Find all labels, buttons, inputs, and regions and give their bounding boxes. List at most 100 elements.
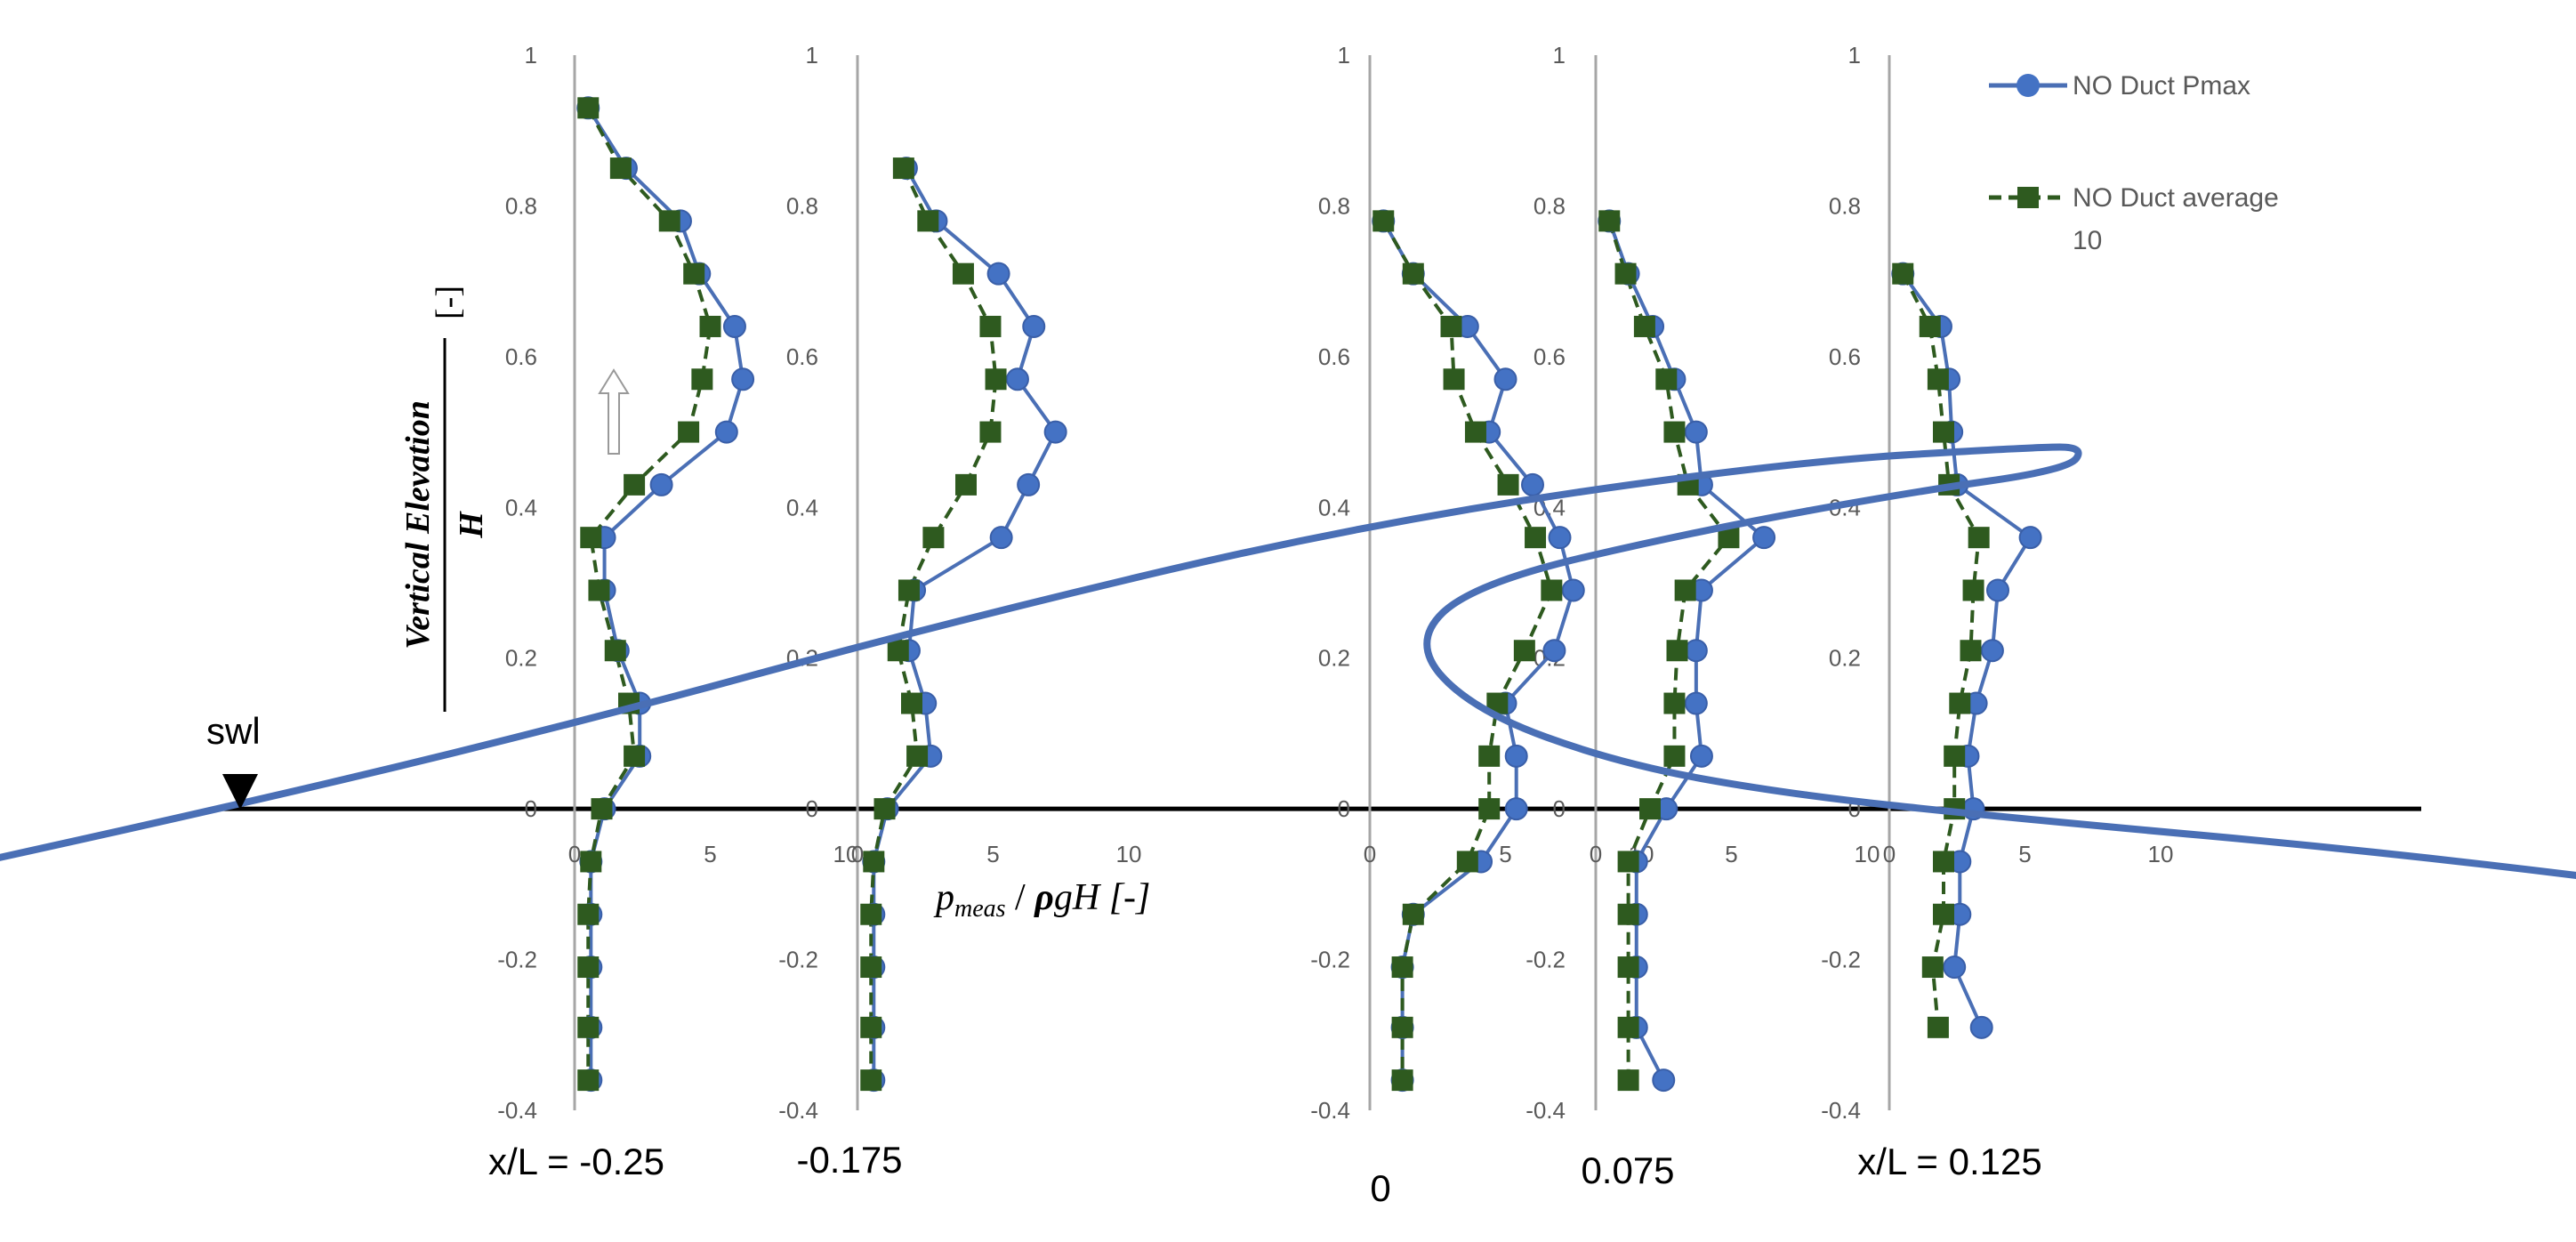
x-axis-label-sub: meas bbox=[954, 895, 1006, 923]
panel-1-avg-point bbox=[952, 262, 974, 285]
panel-4-avg-point bbox=[1962, 579, 1984, 601]
panel-4-avg-point bbox=[1927, 368, 1949, 391]
panel-3-x-tick-label: 5 bbox=[1725, 841, 1737, 867]
panel-1-pmax-point bbox=[1043, 420, 1067, 444]
panel-1-avg-point bbox=[892, 157, 914, 180]
panel-3-avg-point bbox=[1666, 640, 1688, 662]
panel-4-x-tick-label: 10 bbox=[2148, 841, 2174, 867]
panel-2-pmax-point bbox=[1504, 797, 1528, 821]
panel-3-pmax-point bbox=[1752, 526, 1776, 550]
panel-3-pmax-point bbox=[1684, 691, 1708, 715]
panel-2-avg-point bbox=[1456, 851, 1478, 873]
panel-0-pmax-point bbox=[731, 367, 755, 391]
wave-layer bbox=[0, 443, 2576, 879]
panel-2-pmax-point bbox=[1548, 526, 1572, 550]
panel-2-pmax-point bbox=[1542, 639, 1566, 663]
panel-1-avg-point bbox=[860, 903, 882, 925]
x-axis-label-rho: ρ bbox=[1033, 877, 1054, 918]
panel-1-avg-point bbox=[860, 956, 882, 979]
panel-3-pmax-point bbox=[1684, 639, 1708, 663]
panel-4-avg-point bbox=[1968, 527, 1990, 549]
swl-label: swl bbox=[206, 710, 261, 752]
panel-4-pmax-point bbox=[2018, 526, 2042, 550]
panel-3-avg-point bbox=[1655, 368, 1678, 391]
panel-1-y-tick-label: -0.4 bbox=[778, 1097, 818, 1124]
axes-layer: 10.80.60.40.20-0.2-0.40 5 1010.80.60.40.20… bbox=[213, 42, 2421, 1124]
panel-3-avg-point bbox=[1674, 579, 1696, 601]
panel-2-y-tick-label: -0.4 bbox=[1310, 1097, 1350, 1124]
panel-3-avg-point bbox=[1639, 798, 1661, 820]
panel-4-avg-point bbox=[1933, 903, 1954, 925]
panel-1-avg-point bbox=[922, 527, 945, 549]
panel-0-avg-point bbox=[609, 157, 632, 180]
panel-3-pmax-point bbox=[1684, 420, 1708, 444]
panel-4-y-tick-label: 0.8 bbox=[1829, 192, 1861, 219]
panel-0-x-tick-label: 5 bbox=[704, 841, 716, 867]
panel-2-x-tick-label: 5 bbox=[1499, 841, 1511, 867]
panel-1-avg-point bbox=[955, 473, 977, 496]
panel-0-avg-point bbox=[691, 368, 713, 391]
panel-2-pmax-point bbox=[1504, 744, 1528, 768]
panel-3-pmax-point bbox=[1689, 744, 1713, 768]
legend-avg-label-line2: 10 bbox=[2073, 226, 2102, 255]
panel-4-y-tick-label: -0.2 bbox=[1821, 947, 1861, 973]
panel-1-pmax-line bbox=[872, 167, 1058, 1081]
panel-1-avg-point bbox=[917, 210, 939, 232]
panel-2-avg-point bbox=[1402, 262, 1424, 285]
panel-2-avg-point bbox=[1443, 368, 1465, 391]
panel-4-x-tick-label: 5 bbox=[2018, 841, 2031, 867]
panel-1-pmax-point bbox=[1005, 367, 1029, 391]
panel-1-y-tick-label: -0.2 bbox=[778, 947, 818, 973]
panel-1-avg-point bbox=[887, 640, 909, 662]
panel-0-avg-point bbox=[658, 210, 680, 232]
panel-2-avg-point bbox=[1402, 903, 1424, 925]
panel-2-y-tick-label: 0.4 bbox=[1318, 494, 1350, 520]
panel-1-avg-point bbox=[979, 421, 1002, 443]
panel-2-avg-point bbox=[1478, 798, 1501, 820]
panel-3-y-tick-label: 1 bbox=[1553, 42, 1566, 69]
panel-0-avg-point bbox=[604, 640, 626, 662]
panel-1-pmax-point bbox=[989, 526, 1013, 550]
y-axis-label-denominator: H bbox=[453, 511, 490, 539]
panel-4-avg-point bbox=[1960, 640, 1982, 662]
panel-0-y-tick-label: 0.2 bbox=[505, 645, 537, 672]
panel-4-pmax-point bbox=[1969, 1015, 1993, 1039]
panel-1-x-tick-label: 0 bbox=[851, 841, 864, 867]
panel-0-avg-point bbox=[580, 527, 602, 549]
panel-0-avg-point bbox=[591, 798, 613, 820]
panel-2-x-tick-label: 0 bbox=[1364, 841, 1376, 867]
panel-3-y-tick-label: 0.8 bbox=[1534, 192, 1566, 219]
panel-2-y-tick-label: 0 bbox=[1338, 795, 1350, 822]
panel-0-pmax-point bbox=[649, 472, 673, 496]
panel-2-station-label: 0 bbox=[1370, 1167, 1390, 1209]
panel-3-avg-point bbox=[1598, 210, 1621, 232]
panel-2-y-tick-label: 0.6 bbox=[1318, 343, 1350, 370]
panel-0-station-label: x/L = -0.25 bbox=[488, 1141, 664, 1182]
legend-avg-marker bbox=[2017, 187, 2039, 208]
panel-1-avg-point bbox=[860, 1069, 882, 1092]
panel-0-pmax-point bbox=[722, 314, 746, 338]
panel-2-avg-point bbox=[1391, 1016, 1413, 1038]
panel-4-avg-point bbox=[1933, 421, 1954, 443]
panel-1-pmax-point bbox=[1022, 314, 1046, 338]
x-axis-label-p: p bbox=[933, 877, 954, 918]
panel-1-y-tick-label: 0.4 bbox=[786, 494, 818, 520]
panel-2-y-tick-label: 0.8 bbox=[1318, 192, 1350, 219]
y-axis-label-numerator: Vertical Elevation bbox=[399, 400, 437, 649]
panel-3-avg-point bbox=[1617, 956, 1639, 979]
panel-1-avg-point bbox=[898, 579, 920, 601]
panel-0-y-tick-label: 0.8 bbox=[505, 192, 537, 219]
panel-4-avg-point bbox=[1949, 692, 1971, 714]
panel-1-y-tick-label: 0 bbox=[806, 795, 818, 822]
panel-4-y-tick-label: 0.2 bbox=[1829, 645, 1861, 672]
x-axis-label-tail: gH [-] bbox=[1054, 877, 1151, 918]
label-layer: swl x/L = -0.25 -0.175 0 0.075 x/L = 0.125 Ver… bbox=[206, 71, 2279, 1209]
panel-3-avg-point bbox=[1617, 851, 1639, 873]
panel-4-avg-point bbox=[1933, 851, 1954, 873]
panel-0-x-tick-label: 0 bbox=[568, 841, 581, 867]
panel-1-pmax-point bbox=[986, 262, 1010, 286]
panel-2-avg-point bbox=[1513, 640, 1535, 662]
panel-0-pmax-point bbox=[714, 420, 738, 444]
panel-0-avg-point bbox=[577, 903, 600, 925]
